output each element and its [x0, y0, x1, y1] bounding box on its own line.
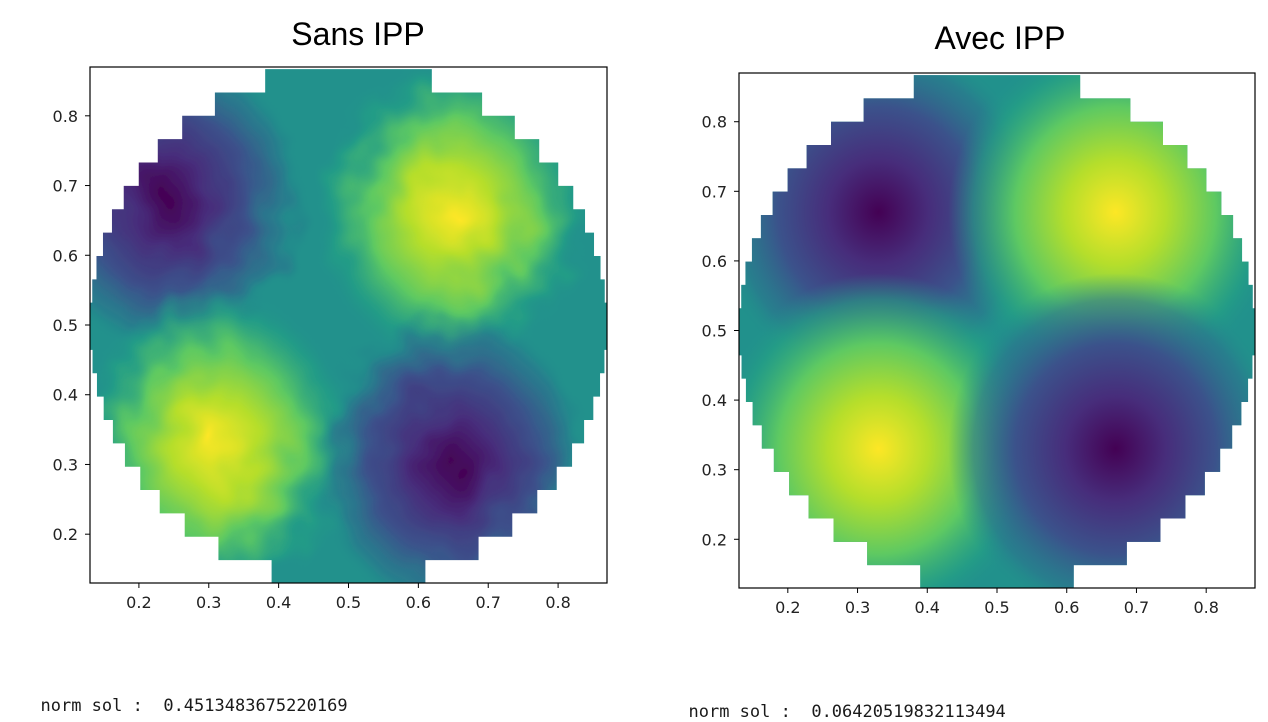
x-tick-label: 0.6 — [406, 593, 431, 612]
y-tick-label: 0.5 — [53, 316, 78, 335]
y-tick-label: 0.4 — [53, 386, 78, 405]
extremum-min-3 — [313, 310, 594, 584]
y-tick-label: 0.5 — [702, 322, 727, 341]
x-tick-label: 0.8 — [545, 593, 570, 612]
y-tick-label: 0.2 — [702, 530, 727, 549]
chart-title-right: Avec IPP — [934, 20, 1066, 56]
x-tick-label: 0.5 — [336, 593, 361, 612]
extremum-max-2 — [90, 289, 356, 584]
y-tick-label: 0.3 — [702, 461, 727, 480]
norm-label: norm sol : — [40, 696, 143, 716]
x-tick-label: 0.4 — [915, 598, 940, 617]
x-tick-label: 0.2 — [126, 593, 151, 612]
x-tick-label: 0.2 — [775, 598, 800, 617]
heatmap-field — [90, 69, 607, 584]
y-tick-label: 0.2 — [53, 525, 78, 544]
norm-value: 0.4513483675220169 — [163, 696, 348, 716]
heatmap-field — [739, 75, 1255, 589]
chart-title-left: Sans IPP — [291, 16, 425, 52]
x-tick-label: 0.5 — [984, 598, 1009, 617]
norm-value: 0.06420519832113494 — [811, 702, 1006, 722]
norm-output-right: norm sol : 0.06420519832113494 — [668, 682, 1006, 722]
y-tick-label: 0.6 — [53, 246, 78, 265]
norm-label: norm sol : — [688, 702, 791, 722]
x-tick-label: 0.8 — [1193, 598, 1218, 617]
y-tick-label: 0.8 — [702, 113, 727, 132]
y-tick-label: 0.7 — [53, 177, 78, 196]
y-tick-label: 0.8 — [53, 107, 78, 126]
extremum-min-3 — [948, 273, 1255, 589]
x-tick-label: 0.7 — [476, 593, 501, 612]
x-tick-label: 0.4 — [266, 593, 291, 612]
y-tick-label: 0.7 — [702, 182, 727, 201]
heatmap-panel-sans-ipp: 0.2 0.3 0.4 0.5 0.6 0.7 0.8 0.2 0.3 0.4 0.5 0.6 0.7 0… — [53, 66, 608, 612]
y-tick-label: 0.3 — [53, 455, 78, 474]
x-tick-label: 0.3 — [845, 598, 870, 617]
heatmap-panel-avec-ipp: 0.2 0.3 0.4 0.5 0.6 0.7 0.8 0.2 0.3 0.4 0.5 0.6 0.7 0… — [702, 72, 1256, 617]
x-tick-label: 0.7 — [1124, 598, 1149, 617]
x-tick-label: 0.3 — [196, 593, 221, 612]
norm-output-left: norm sol : 0.4513483675220169 — [20, 676, 348, 716]
x-tick-label: 0.6 — [1054, 598, 1079, 617]
y-tick-label: 0.4 — [702, 391, 727, 410]
y-tick-label: 0.6 — [702, 252, 727, 271]
